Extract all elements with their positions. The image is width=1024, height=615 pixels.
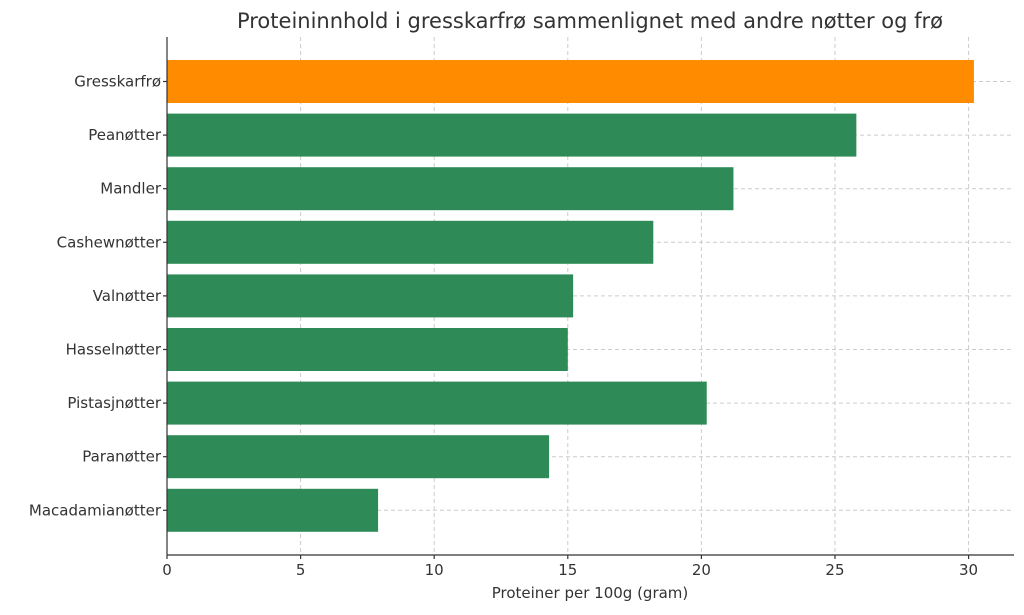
chart-title: Proteininnhold i gresskarfrø sammenligne… [237, 9, 943, 33]
x-tick-label: 15 [558, 561, 577, 579]
bar-4 [167, 274, 574, 318]
x-tick-label: 5 [296, 561, 306, 579]
x-axis-label: Proteiner per 100g (gram) [492, 584, 689, 602]
y-tick-label: Gresskarfrø [74, 73, 161, 91]
y-tick-label: Pistasjnøtter [67, 394, 161, 412]
bar-6 [167, 381, 707, 425]
bar-0 [167, 60, 974, 103]
x-tick-label: 20 [692, 561, 711, 579]
bar-3 [167, 220, 654, 264]
bar-7 [167, 435, 550, 479]
x-tick-label: 0 [162, 561, 172, 579]
y-tick-label: Cashewnøtter [57, 233, 162, 251]
y-tick-label: Macadamianøtter [29, 501, 162, 519]
y-tick-label: Hasselnøtter [66, 341, 162, 359]
bars [167, 60, 974, 532]
bar-8 [167, 488, 379, 532]
x-tick-label: 10 [425, 561, 444, 579]
y-tick-label: Paranøtter [82, 448, 162, 466]
tick-labels: Gresskarfrø Peanøtter Mandler Cashewnøtter V… [29, 73, 978, 580]
y-tick-label: Mandler [100, 180, 162, 198]
y-tick-label: Valnøtter [93, 287, 162, 305]
x-tick-label: 25 [825, 561, 844, 579]
y-tick-label: Peanøtter [88, 126, 162, 144]
x-tick-label: 30 [959, 561, 978, 579]
bar-5 [167, 328, 568, 371]
bar-1 [167, 113, 857, 157]
bar-2 [167, 167, 734, 211]
axes [163, 37, 1014, 559]
